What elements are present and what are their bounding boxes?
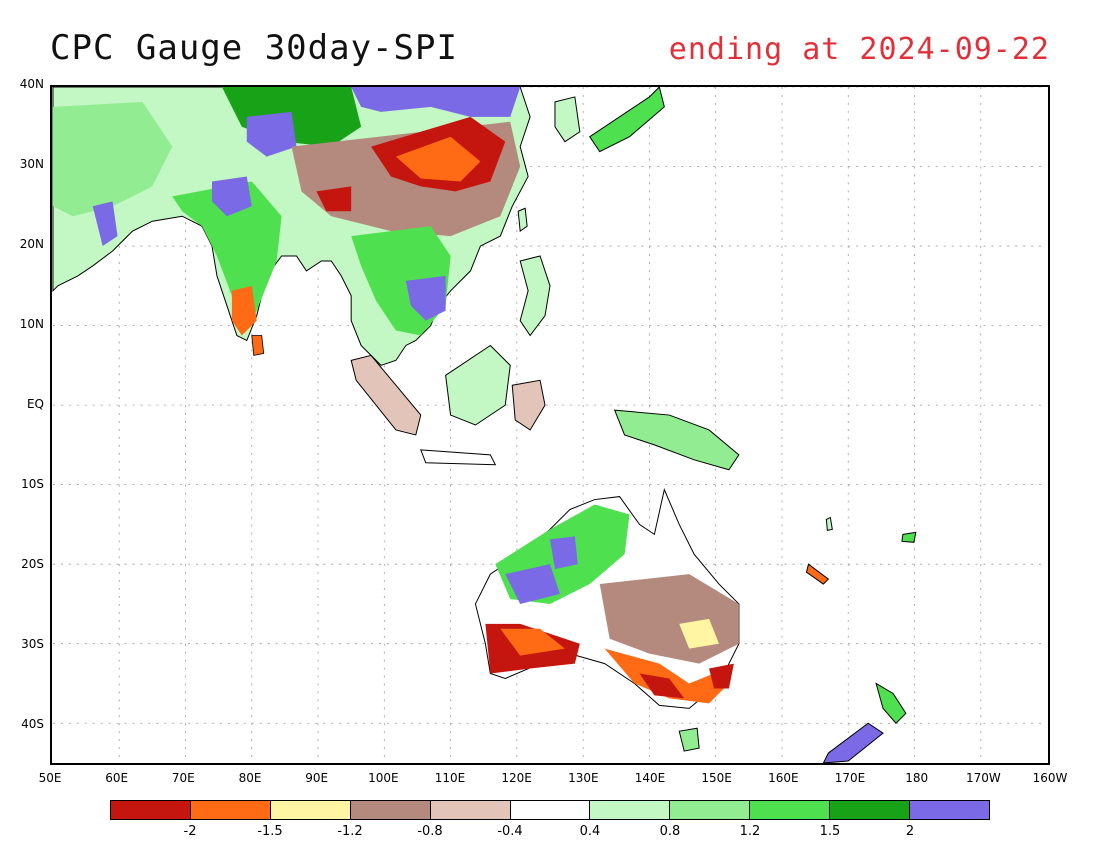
legend-tick-label: -1.5 xyxy=(257,824,283,839)
north-australia-blue xyxy=(505,564,560,604)
latitude-label: 30N xyxy=(19,157,44,171)
east-australia-yellow xyxy=(679,618,719,649)
legend-tick-label: -0.8 xyxy=(417,824,443,839)
longitude-label: 90E xyxy=(305,771,329,785)
southwest-australia-orange xyxy=(500,628,565,656)
fiji-island xyxy=(901,531,917,543)
arabia-blue-patch xyxy=(92,201,118,247)
borneo-island xyxy=(445,344,511,426)
india-wet-region xyxy=(172,181,282,326)
longitude-label: 150E xyxy=(701,771,732,785)
legend-color-swatch xyxy=(430,801,511,819)
spi-color-legend xyxy=(110,800,990,820)
legend-tick-label: 2 xyxy=(905,824,915,839)
legend-color-swatch xyxy=(910,801,989,819)
legend-tick-label: 0.4 xyxy=(579,824,601,839)
legend-color-swatch xyxy=(590,801,671,819)
latitude-label: 30S xyxy=(21,637,44,651)
longitude-label: 160E xyxy=(768,771,799,785)
new-zealand-south-island xyxy=(822,722,884,763)
longitude-label: 120E xyxy=(501,771,532,785)
legend-tick-label: -1.2 xyxy=(337,824,363,839)
legend-tick-label: 0.8 xyxy=(659,824,681,839)
longitude-label: 60E xyxy=(105,771,129,785)
longitude-label: 80E xyxy=(238,771,262,785)
new-zealand-north-island xyxy=(875,682,907,724)
indochina-blue xyxy=(405,275,446,321)
latitude-label: 40S xyxy=(21,717,44,731)
latitude-label: EQ xyxy=(26,397,44,411)
victoria-red xyxy=(709,663,734,689)
china-dry-orange xyxy=(395,136,481,182)
legend-tick-label: 1.2 xyxy=(739,824,761,839)
map-subtitle: ending at 2024-09-22 xyxy=(668,32,1050,67)
northwest-wet-region xyxy=(52,101,173,217)
longitude-label: 70E xyxy=(171,771,195,785)
map-title: CPC Gauge 30day-SPI xyxy=(50,28,458,68)
longitude-label: 180 xyxy=(905,771,929,785)
australia-landmass xyxy=(474,488,740,709)
longitude-label: 50E xyxy=(38,771,62,785)
china-small-dry xyxy=(316,186,352,212)
sumatra-island xyxy=(350,354,422,436)
sulawesi-island xyxy=(511,379,546,431)
asia-landmass xyxy=(52,87,531,366)
legend-tick-label: 1.5 xyxy=(819,824,841,839)
legend-color-swatch xyxy=(750,801,831,819)
philippines-islands xyxy=(519,255,551,337)
longitude-label: 130E xyxy=(568,771,599,785)
taiwan-island xyxy=(517,207,528,233)
latitude-label: 20N xyxy=(19,237,44,251)
new-caledonia-island xyxy=(805,563,830,585)
legend-color-swatch xyxy=(190,801,271,819)
longitude-label: 110E xyxy=(434,771,466,785)
legend-color-swatch xyxy=(510,801,591,819)
new-guinea-island xyxy=(613,409,740,471)
longitude-label: 170W xyxy=(965,771,1001,785)
north-blue-region xyxy=(351,87,521,117)
southeast-australia-dry xyxy=(604,648,729,704)
java-island xyxy=(420,449,497,466)
legend-color-swatch xyxy=(830,801,911,819)
legend-color-swatch xyxy=(350,801,431,819)
legend-color-swatch xyxy=(270,801,351,819)
longitude-label: 140E xyxy=(634,771,666,785)
north-australia-blue-2 xyxy=(550,536,578,570)
legend-color-swatch xyxy=(670,801,751,819)
japan-island xyxy=(589,87,665,153)
map-panel xyxy=(50,85,1050,765)
legend-color-swatch xyxy=(111,801,191,819)
latitude-label: 10N xyxy=(19,317,44,331)
tasmania-island xyxy=(678,727,700,752)
longitude-label: 170E xyxy=(834,771,866,785)
longitude-label: 160W xyxy=(1032,771,1068,785)
central-asia-blue-patch xyxy=(212,176,252,217)
southeast-australia-red xyxy=(639,673,685,699)
india-south-dry xyxy=(231,285,257,336)
latitude-label: 40N xyxy=(19,77,44,91)
korea-peninsula xyxy=(554,96,581,143)
legend-tick-label: -2 xyxy=(183,824,197,839)
longitude-label: 100E xyxy=(368,771,399,785)
sri-lanka xyxy=(251,335,265,356)
legend-tick-label: -0.4 xyxy=(497,824,523,839)
latitude-label: 10S xyxy=(21,477,44,491)
latitude-label: 20S xyxy=(21,557,44,571)
tibet-blue-region xyxy=(246,111,297,157)
vanuatu-island xyxy=(825,516,833,531)
map-canvas xyxy=(52,87,1048,763)
